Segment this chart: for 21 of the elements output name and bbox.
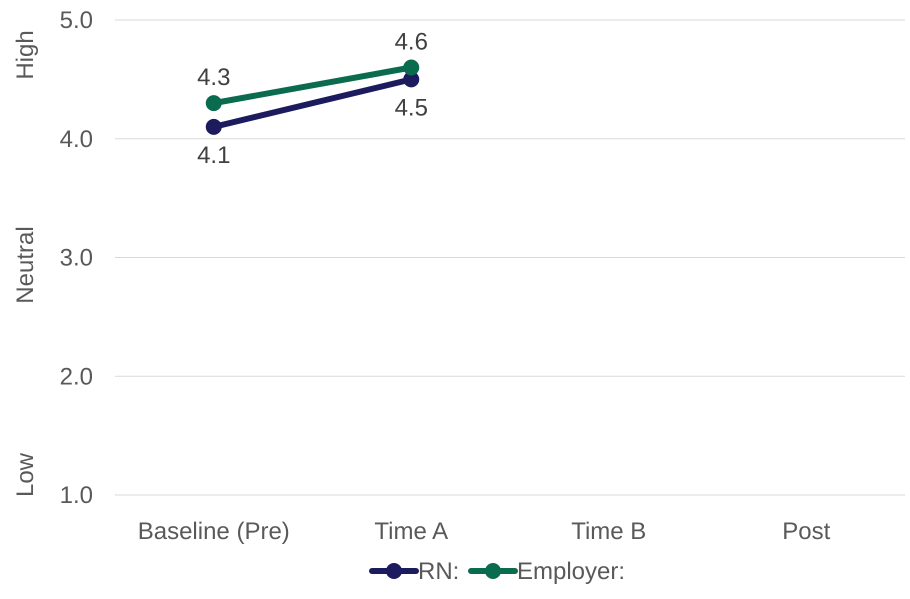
data-label: 4.1 [197, 142, 230, 169]
data-label: 4.5 [394, 94, 428, 122]
text: Neutral [12, 226, 39, 304]
y-tick-label: 2.0 [60, 363, 93, 390]
point [403, 60, 420, 76]
y-tick-label: 5.0 [60, 7, 93, 34]
y-tick-label: 4.0 [60, 126, 93, 153]
data-label: 4.6 [394, 28, 428, 56]
y-tick-label: 1.0 [60, 482, 93, 509]
x-tick-label: Time B [571, 518, 646, 545]
legend-label: Employer: [517, 558, 626, 585]
x-tick-label: Post [782, 518, 831, 545]
legend-label: RN: [418, 558, 460, 585]
data-label: 4.3 [197, 64, 230, 92]
x-tick-label: Baseline (Pre) [138, 518, 290, 545]
point [206, 118, 222, 135]
text: Low [12, 452, 39, 498]
point [206, 95, 222, 112]
text: High [12, 30, 39, 80]
x-tick-label: Time A [374, 518, 448, 545]
y-tick-label: 3.0 [60, 244, 93, 272]
